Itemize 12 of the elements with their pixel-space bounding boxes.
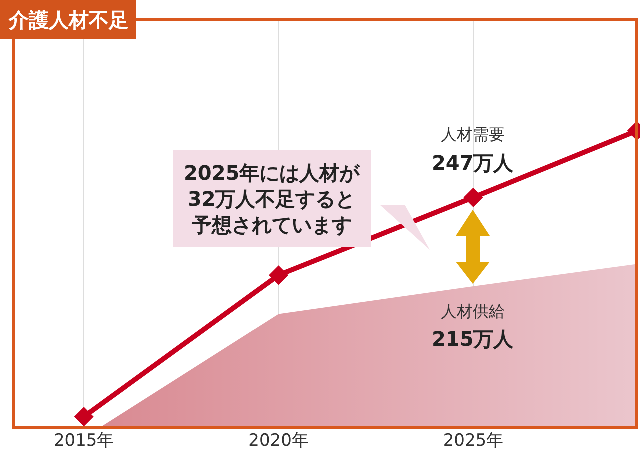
x-tick-label: 2020年 [248,431,309,451]
series-label: 人材供給 [441,302,505,321]
text: 人材需要 [441,125,505,144]
chart-title: 介護人材不足 [8,8,129,32]
annotation: 2025年には人材が32万人不足すると予想されています [184,161,361,237]
point [74,407,94,427]
point [269,266,289,286]
x-tick-label: 2025年 [443,431,504,451]
x-tick-label: 2015年 [54,431,114,451]
data-label: 247万人 [432,151,515,175]
point [464,188,484,208]
data-label: 215万人 [432,327,515,351]
